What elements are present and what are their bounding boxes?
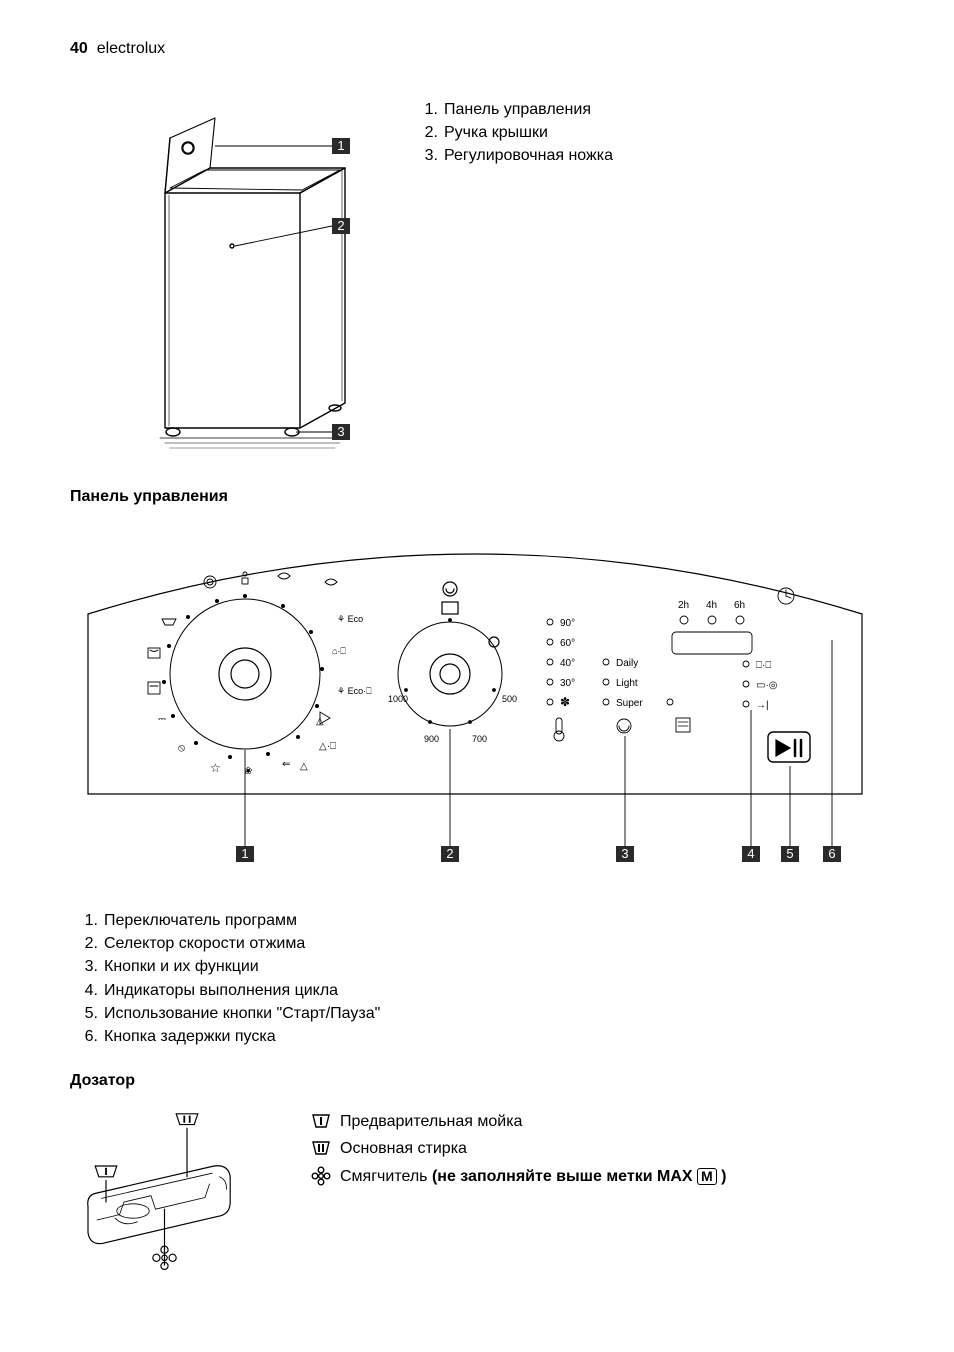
- machine-legend: 1. Панель управления 2. Ручка крышки 3. Рег…: [410, 98, 613, 168]
- panel-legend-label-4: Индикаторы выполнения цикла: [104, 979, 338, 1002]
- dispenser-legend: Предварительная мойка Основная стирка См…: [310, 1108, 726, 1190]
- svg-text:500: 500: [502, 694, 517, 704]
- mainwash-icon: [310, 1138, 332, 1160]
- brand-text: electrolux: [97, 40, 165, 57]
- svg-text:☆: ☆: [210, 761, 221, 775]
- panel-legend-num-1: 1.: [70, 909, 98, 932]
- machine-callout-1: 1: [337, 138, 344, 153]
- panel-legend-label-1: Переключатель программ: [104, 909, 297, 932]
- panel-legend-label-5: Использование кнопки "Старт/Пауза": [104, 1002, 380, 1025]
- svg-text:⦸: ⦸: [178, 742, 185, 754]
- svg-text:1000: 1000: [388, 694, 408, 704]
- softener-label: Смягчитель: [340, 1168, 432, 1185]
- svg-text:△: △: [300, 761, 308, 772]
- machine-diagram: 1 2 3: [70, 98, 370, 458]
- machine-legend-num-3: 3.: [410, 144, 438, 167]
- panel-callout-3: 3: [621, 846, 628, 861]
- page-header: 40 electrolux: [70, 40, 884, 58]
- svg-text:90°: 90°: [560, 618, 575, 629]
- svg-text:6h: 6h: [734, 600, 745, 611]
- svg-text:⚘ Eco·⎕: ⚘ Eco·⎕: [337, 686, 372, 696]
- machine-legend-num-2: 2.: [410, 121, 438, 144]
- svg-text:⎓: ⎓: [158, 714, 166, 725]
- panel-callout-4: 4: [747, 846, 754, 861]
- panel-legend-label-2: Селектор скорости отжима: [104, 932, 305, 955]
- page-number: 40: [70, 40, 88, 57]
- panel-callout-2: 2: [446, 846, 453, 861]
- svg-text:30°: 30°: [560, 678, 575, 689]
- heading-panel: Панель управления: [70, 488, 884, 506]
- svg-text:40°: 40°: [560, 658, 575, 669]
- machine-legend-num-1: 1.: [410, 98, 438, 121]
- control-panel-diagram: ⚘ Eco ⌂·⎕ ⚘ Eco·⎕ △·⎕ ⇐ ❀ ☆ ⦸ ⎓ △ △: [70, 524, 880, 884]
- svg-text:✽: ✽: [560, 695, 570, 709]
- svg-text:2h: 2h: [678, 600, 689, 611]
- softener-warning: (не заполняйте выше метки MAX: [432, 1168, 697, 1185]
- panel-legend-num-6: 6.: [70, 1025, 98, 1048]
- svg-text:⌂·⎕: ⌂·⎕: [332, 646, 346, 656]
- max-mark-icon: M: [697, 1168, 717, 1185]
- svg-text:⇐: ⇐: [282, 759, 290, 770]
- panel-legend: 1. Переключатель программ 2. Селектор скор…: [70, 909, 884, 1048]
- svg-text:Super: Super: [616, 698, 643, 709]
- prewash-label: Предварительная мойка: [340, 1108, 522, 1135]
- machine-legend-label-1: Панель управления: [444, 98, 591, 121]
- heading-dispenser: Дозатор: [70, 1072, 884, 1090]
- softener-icon: [310, 1165, 332, 1187]
- svg-text:4h: 4h: [706, 600, 717, 611]
- svg-text:⎕·⎕: ⎕·⎕: [756, 660, 771, 671]
- panel-legend-num-2: 2.: [70, 932, 98, 955]
- svg-text:60°: 60°: [560, 638, 575, 649]
- panel-legend-label-6: Кнопка задержки пуска: [104, 1025, 276, 1048]
- panel-legend-label-3: Кнопки и их функции: [104, 955, 259, 978]
- prewash-icon: [310, 1111, 332, 1133]
- machine-legend-label-3: Регулировочная ножка: [444, 144, 613, 167]
- softener-warning-end: ): [717, 1168, 727, 1185]
- svg-text:Light: Light: [616, 678, 638, 689]
- svg-text:▭·◎: ▭·◎: [756, 680, 778, 691]
- panel-legend-num-5: 5.: [70, 1002, 98, 1025]
- svg-text:→|: →|: [756, 700, 769, 711]
- panel-callout-6: 6: [828, 846, 835, 861]
- machine-legend-label-2: Ручка крышки: [444, 121, 548, 144]
- dispenser-diagram: [70, 1108, 250, 1278]
- svg-text:900: 900: [424, 734, 439, 744]
- panel-callout-5: 5: [786, 846, 793, 861]
- mainwash-label: Основная стирка: [340, 1135, 467, 1162]
- svg-text:△·⎕: △·⎕: [319, 741, 336, 752]
- panel-legend-num-4: 4.: [70, 979, 98, 1002]
- panel-callout-1: 1: [241, 846, 248, 861]
- svg-text:△: △: [316, 716, 324, 727]
- svg-text:700: 700: [472, 734, 487, 744]
- machine-callout-3: 3: [337, 424, 344, 439]
- svg-text:Daily: Daily: [616, 658, 638, 669]
- machine-callout-2: 2: [337, 218, 344, 233]
- panel-legend-num-3: 3.: [70, 955, 98, 978]
- svg-text:⚘ Eco: ⚘ Eco: [337, 614, 363, 624]
